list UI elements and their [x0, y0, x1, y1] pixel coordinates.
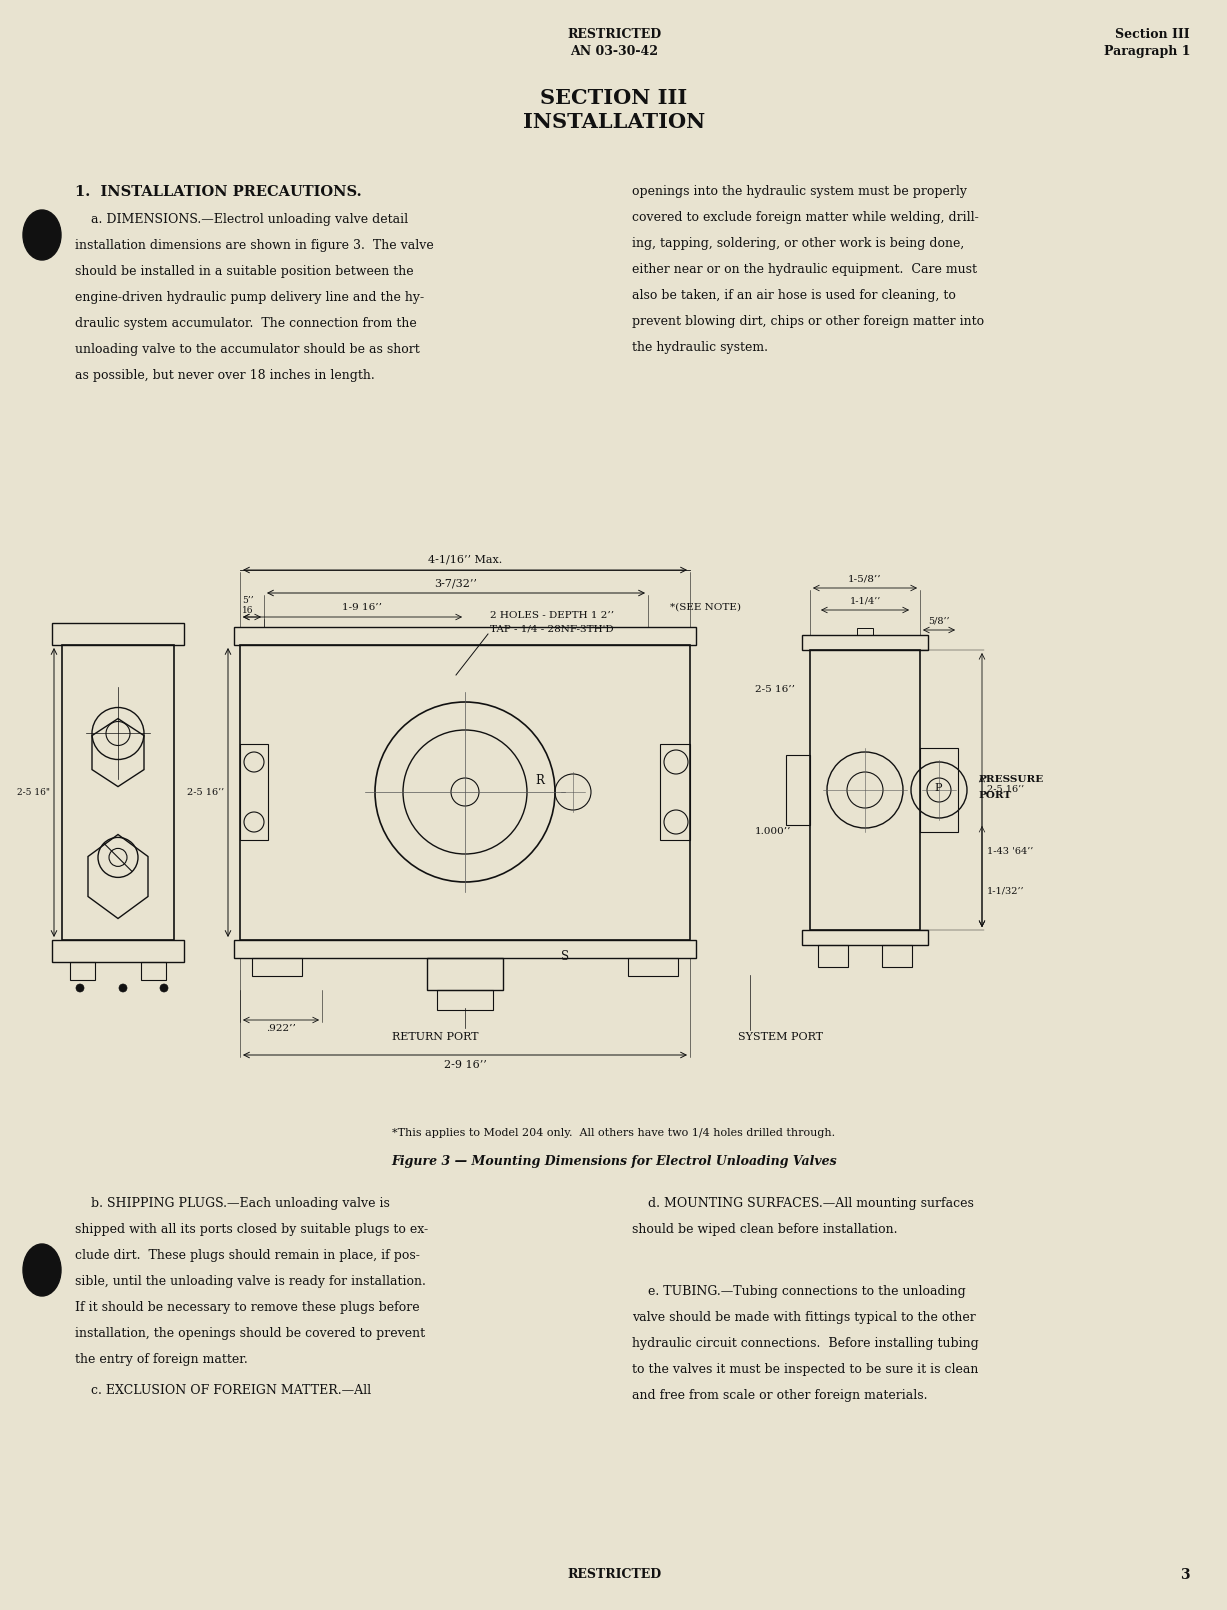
Bar: [240, 646, 690, 940]
Text: 2-5 16": 2-5 16": [17, 787, 50, 797]
Ellipse shape: [23, 1245, 61, 1296]
Text: c. EXCLUSION OF FOREIGN MATTER.—All: c. EXCLUSION OF FOREIGN MATTER.—All: [75, 1385, 371, 1397]
Bar: [787, 755, 810, 824]
Text: unloading valve to the accumulator should be as short: unloading valve to the accumulator shoul…: [75, 343, 420, 356]
Text: clude dirt.  These plugs should remain in place, if pos-: clude dirt. These plugs should remain in…: [75, 1249, 420, 1262]
Text: ing, tapping, soldering, or other work is being done,: ing, tapping, soldering, or other work i…: [632, 237, 964, 250]
Text: shipped with all its ports closed by suitable plugs to ex-: shipped with all its ports closed by sui…: [75, 1224, 428, 1236]
Text: valve should be made with fittings typical to the other: valve should be made with fittings typic…: [632, 1311, 975, 1323]
Bar: [141, 963, 166, 980]
Text: 2-5 16’’: 2-5 16’’: [755, 684, 795, 694]
Text: 5’’: 5’’: [242, 596, 254, 605]
Text: covered to exclude foreign matter while welding, drill-: covered to exclude foreign matter while …: [632, 211, 979, 224]
Text: INSTALLATION: INSTALLATION: [523, 113, 706, 132]
Text: PRESSURE: PRESSURE: [978, 776, 1043, 784]
Bar: [234, 626, 696, 646]
Circle shape: [119, 984, 128, 992]
Text: draulic system accumulator.  The connection from the: draulic system accumulator. The connecti…: [75, 317, 417, 330]
Bar: [810, 650, 920, 931]
Text: 3-7/32’’: 3-7/32’’: [434, 578, 477, 588]
Text: 16: 16: [242, 605, 254, 615]
Text: hydraulic circuit connections.  Before installing tubing: hydraulic circuit connections. Before in…: [632, 1336, 979, 1351]
Bar: [427, 958, 503, 990]
Text: RESTRICTED: RESTRICTED: [567, 27, 661, 40]
Ellipse shape: [23, 209, 61, 259]
Text: should be installed in a suitable position between the: should be installed in a suitable positi…: [75, 266, 413, 279]
Text: engine-driven hydraulic pump delivery line and the hy-: engine-driven hydraulic pump delivery li…: [75, 291, 425, 304]
Text: 3: 3: [1180, 1568, 1190, 1583]
Text: S: S: [561, 950, 569, 963]
Text: the entry of foreign matter.: the entry of foreign matter.: [75, 1352, 248, 1365]
Circle shape: [76, 984, 83, 992]
Text: TAP - 1/4 - 28NF-3TH'D: TAP - 1/4 - 28NF-3TH'D: [490, 625, 614, 634]
Text: either near or on the hydraulic equipment.  Care must: either near or on the hydraulic equipmen…: [632, 262, 977, 275]
Text: 5/8’’: 5/8’’: [929, 617, 950, 626]
Text: and free from scale or other foreign materials.: and free from scale or other foreign mat…: [632, 1389, 928, 1402]
Text: a. DIMENSIONS.—Electrol unloading valve detail: a. DIMENSIONS.—Electrol unloading valve …: [75, 213, 409, 225]
Text: Figure 3 — Mounting Dimensions for Electrol Unloading Valves: Figure 3 — Mounting Dimensions for Elect…: [391, 1154, 837, 1167]
Bar: [882, 945, 912, 968]
Text: installation, the openings should be covered to prevent: installation, the openings should be cov…: [75, 1327, 425, 1340]
Text: installation dimensions are shown in figure 3.  The valve: installation dimensions are shown in fig…: [75, 238, 434, 253]
Text: SECTION III: SECTION III: [540, 89, 687, 108]
Bar: [240, 744, 267, 840]
Bar: [52, 623, 184, 646]
Bar: [660, 744, 690, 840]
Bar: [437, 990, 493, 1009]
Text: SYSTEM PORT: SYSTEM PORT: [737, 1032, 822, 1042]
Text: RESTRICTED: RESTRICTED: [567, 1568, 661, 1581]
Text: R: R: [535, 774, 544, 787]
Bar: [234, 940, 696, 958]
Bar: [628, 958, 679, 976]
Text: If it should be necessary to remove these plugs before: If it should be necessary to remove thes…: [75, 1301, 420, 1314]
Bar: [802, 634, 928, 650]
Text: d. MOUNTING SURFACES.—All mounting surfaces: d. MOUNTING SURFACES.—All mounting surfa…: [632, 1196, 974, 1211]
Text: *This applies to Model 204 only.  All others have two 1/4 holes drilled through.: *This applies to Model 204 only. All oth…: [393, 1129, 836, 1138]
Text: the hydraulic system.: the hydraulic system.: [632, 341, 768, 354]
Text: 1-5/8’’: 1-5/8’’: [848, 575, 882, 583]
Text: Section III: Section III: [1115, 27, 1190, 40]
Bar: [920, 749, 958, 832]
Bar: [856, 628, 872, 634]
Text: 2 HOLES - DEPTH 1 2’’: 2 HOLES - DEPTH 1 2’’: [490, 612, 615, 620]
Text: 4-1/16’’ Max.: 4-1/16’’ Max.: [428, 555, 502, 565]
Bar: [70, 963, 94, 980]
Text: PORT: PORT: [978, 792, 1011, 800]
Text: e. TUBING.—Tubing connections to the unloading: e. TUBING.—Tubing connections to the unl…: [632, 1285, 966, 1298]
Text: .922’’: .922’’: [266, 1024, 296, 1034]
Text: 1.000’’: 1.000’’: [755, 828, 791, 836]
Text: *(SEE NOTE): *(SEE NOTE): [670, 604, 741, 612]
Text: Paragraph 1: Paragraph 1: [1103, 45, 1190, 58]
Bar: [252, 958, 302, 976]
Text: sible, until the unloading valve is ready for installation.: sible, until the unloading valve is read…: [75, 1275, 426, 1288]
Bar: [818, 945, 848, 968]
Text: 1-43 '64’’: 1-43 '64’’: [987, 847, 1033, 855]
Text: b. SHIPPING PLUGS.—Each unloading valve is: b. SHIPPING PLUGS.—Each unloading valve …: [75, 1196, 390, 1211]
Text: 1-1/4’’: 1-1/4’’: [849, 597, 881, 605]
Text: prevent blowing dirt, chips or other foreign matter into: prevent blowing dirt, chips or other for…: [632, 316, 984, 328]
Text: openings into the hydraulic system must be properly: openings into the hydraulic system must …: [632, 185, 967, 198]
Text: 2-5 16’’: 2-5 16’’: [187, 787, 225, 797]
Text: 2-5 16’’: 2-5 16’’: [987, 786, 1025, 794]
Bar: [63, 646, 174, 940]
Text: should be wiped clean before installation.: should be wiped clean before installatio…: [632, 1224, 897, 1236]
Text: 1.  INSTALLATION PRECAUTIONS.: 1. INSTALLATION PRECAUTIONS.: [75, 185, 362, 200]
Text: P: P: [934, 782, 942, 794]
Bar: [802, 931, 928, 945]
Bar: [52, 940, 184, 963]
Text: 1-1/32’’: 1-1/32’’: [987, 887, 1025, 895]
Text: to the valves it must be inspected to be sure it is clean: to the valves it must be inspected to be…: [632, 1364, 978, 1377]
Text: 1-9 16’’: 1-9 16’’: [342, 604, 382, 612]
Text: RETURN PORT: RETURN PORT: [391, 1032, 479, 1042]
Text: as possible, but never over 18 inches in length.: as possible, but never over 18 inches in…: [75, 369, 374, 382]
Text: AN 03-30-42: AN 03-30-42: [571, 45, 658, 58]
Text: also be taken, if an air hose is used for cleaning, to: also be taken, if an air hose is used fo…: [632, 290, 956, 303]
Circle shape: [160, 984, 168, 992]
Text: 2-9 16’’: 2-9 16’’: [444, 1059, 486, 1071]
